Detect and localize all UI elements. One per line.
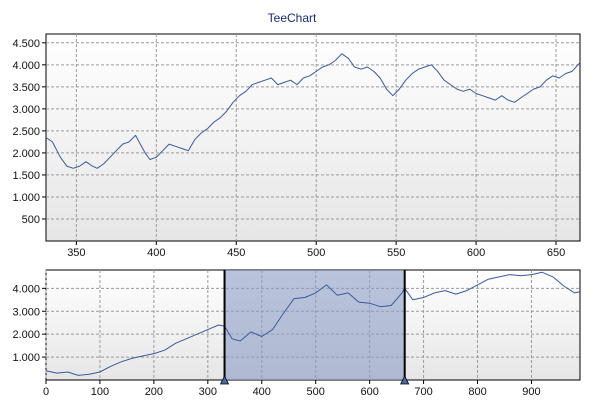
x-tick-label: 800 [468,386,486,398]
x-tick-label: 400 [147,247,165,259]
y-tick-label: 3.000 [12,306,40,318]
overview-series [45,271,581,376]
x-tick-label: 500 [307,386,325,398]
main-grid [46,34,580,241]
selection-handle-icon[interactable] [219,375,230,385]
x-tick-label: 550 [387,247,405,259]
x-tick-label: 500 [307,247,325,259]
x-tick-label: 0 [43,386,49,398]
x-tick-label: 200 [145,386,163,398]
series-line [45,271,581,376]
main-y-axis: 500 1.000 1.500 2.000 2.500 3.000 3.500 4.000 4.… [12,38,46,226]
overview-selection-range[interactable] [224,270,405,380]
main-x-axis: 350 400 450 500 550 600 650 [67,241,565,259]
x-tick-label: 600 [360,386,378,398]
y-tick-label: 4.000 [12,283,40,295]
series-line [45,53,581,169]
y-tick-label: 2.000 [12,148,40,160]
overview-x-axis: 0 100 200 300 400 500 600 700 800 900 [43,380,541,398]
overview-selection-handles[interactable] [219,270,410,385]
x-tick-label: 100 [91,386,109,398]
y-tick-label: 4.000 [12,60,40,72]
y-tick-label: 1.000 [12,352,40,364]
selection-handle-icon[interactable] [400,375,410,385]
main-plot-area [45,33,581,242]
y-tick-label: 2.000 [12,329,40,341]
x-tick-label: 450 [227,247,245,259]
y-tick-label: 3.000 [12,104,40,116]
x-tick-label: 600 [467,247,485,259]
x-tick-label: 300 [199,386,217,398]
overview-y-axis: 1.000 2.000 3.000 4.000 [12,283,46,364]
x-tick-label: 900 [522,386,540,398]
x-tick-label: 400 [253,386,271,398]
y-tick-label: 1.500 [12,170,40,182]
y-tick-label: 3.500 [12,82,40,94]
chart-title: TeeChart [268,11,317,25]
y-tick-label: 1.000 [12,192,40,204]
x-tick-label: 700 [414,386,432,398]
y-tick-label: 2.500 [12,126,40,138]
x-tick-label: 350 [67,247,85,259]
x-tick-label: 650 [547,247,565,259]
y-tick-label: 4.500 [12,38,40,50]
main-series [45,53,581,169]
y-tick-label: 500 [22,214,40,226]
